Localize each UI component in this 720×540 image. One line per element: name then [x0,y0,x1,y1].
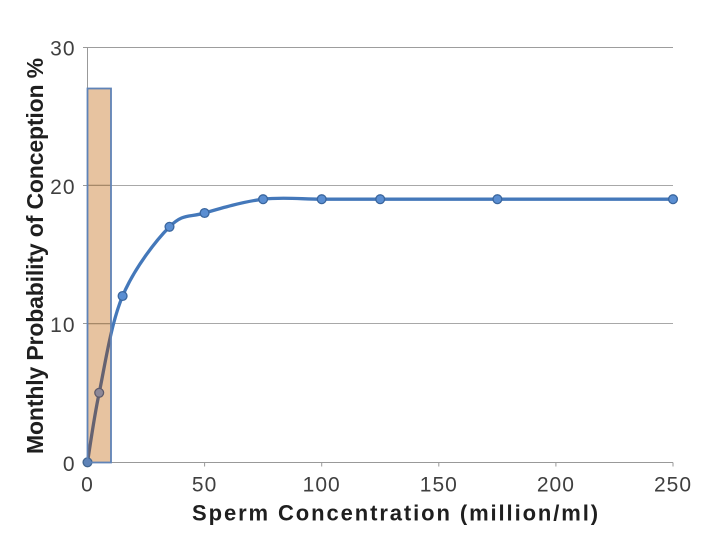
svg-text:0: 0 [81,474,94,497]
svg-text:150: 150 [420,474,458,497]
svg-text:Monthly Probability of Concept: Monthly Probability of Conception % [22,58,48,454]
svg-text:30: 30 [50,38,75,61]
svg-text:250: 250 [654,474,692,497]
svg-text:Sperm Concentration (million/m: Sperm Concentration (million/ml) [192,501,600,526]
svg-text:20: 20 [50,176,75,199]
svg-text:100: 100 [303,474,341,497]
svg-text:200: 200 [537,474,575,497]
svg-text:50: 50 [192,474,217,497]
svg-text:10: 10 [50,314,75,337]
svg-text:0: 0 [63,453,76,476]
